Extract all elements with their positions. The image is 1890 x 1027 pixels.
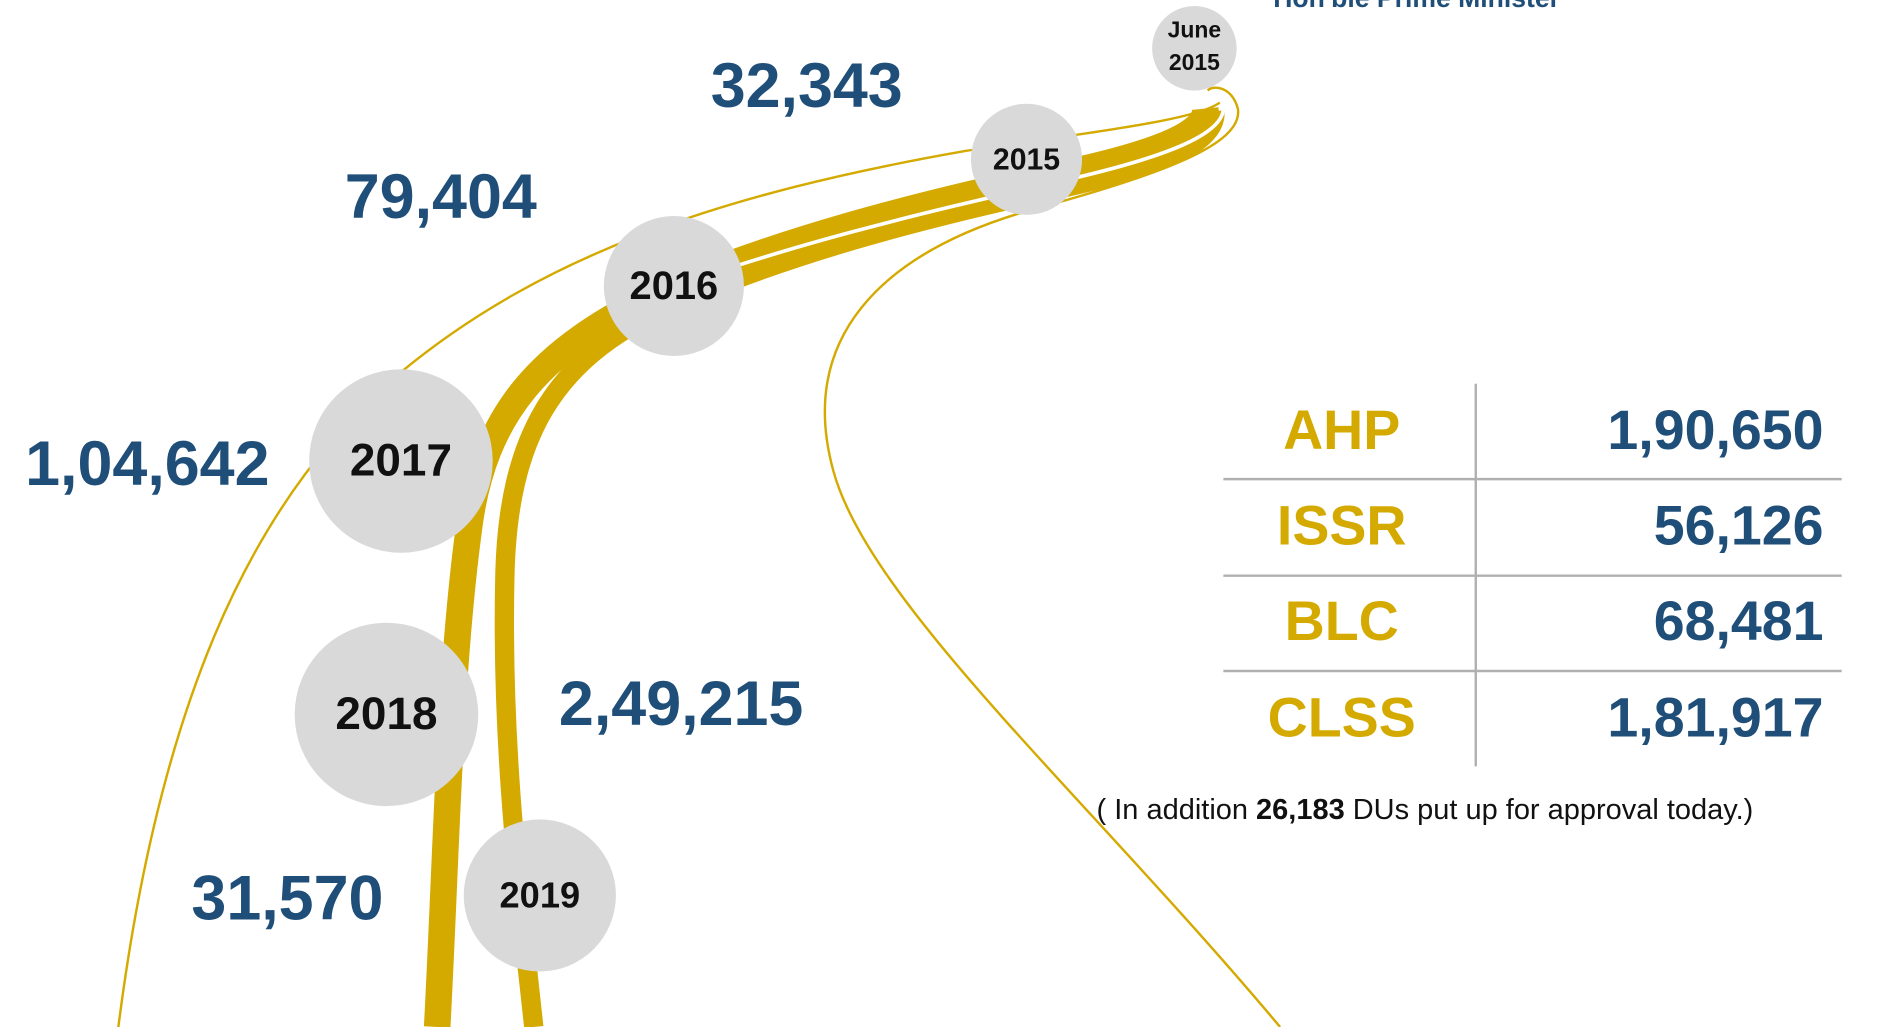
- note-text: ( In addition: [1097, 794, 1256, 826]
- header-caption: Hon'ble Prime Minister: [1273, 0, 1560, 13]
- milestone-count: 31,570: [191, 863, 383, 933]
- table-label: CLSS: [1268, 686, 1416, 748]
- note-highlight: 26,183: [1256, 794, 1345, 826]
- table-value: 1,81,917: [1607, 686, 1823, 748]
- page: {"header": {"caption": "Hon'ble Prime Mi…: [0, 0, 1890, 1027]
- table-value: 68,481: [1654, 590, 1824, 652]
- milestone-year: 2015: [1169, 49, 1220, 75]
- table: AHP 1,90,650 ISSR 56,126 BLC 68,481 CLSS 1,81,9…: [1268, 399, 1824, 748]
- milestone-count: 79,404: [345, 162, 537, 232]
- table-value: 1,90,650: [1607, 399, 1823, 461]
- milestone-year: 2019: [500, 874, 581, 915]
- milestone-count: 1,04,642: [25, 429, 269, 499]
- table-label: BLC: [1285, 590, 1399, 652]
- milestone-year: June: [1168, 16, 1222, 42]
- milestone-year: 2017: [350, 434, 452, 486]
- note-text: DUs put up for approval today.): [1345, 794, 1754, 826]
- milestone-year: 2015: [993, 144, 1060, 177]
- table-label: ISSR: [1277, 494, 1407, 556]
- note: ( In addition 26,183 DUs put up for appr…: [1097, 794, 1754, 826]
- milestone-year: 2016: [630, 264, 719, 308]
- milestone-count: 2,49,215: [559, 669, 803, 739]
- table-label: AHP: [1283, 399, 1400, 461]
- table-value: 56,126: [1654, 494, 1824, 556]
- milestone-count: 32,343: [711, 51, 903, 121]
- infographic: Hon'ble Prime Minister June 2015 2015 20…: [0, 0, 1890, 1027]
- milestone-year: 2018: [335, 687, 437, 739]
